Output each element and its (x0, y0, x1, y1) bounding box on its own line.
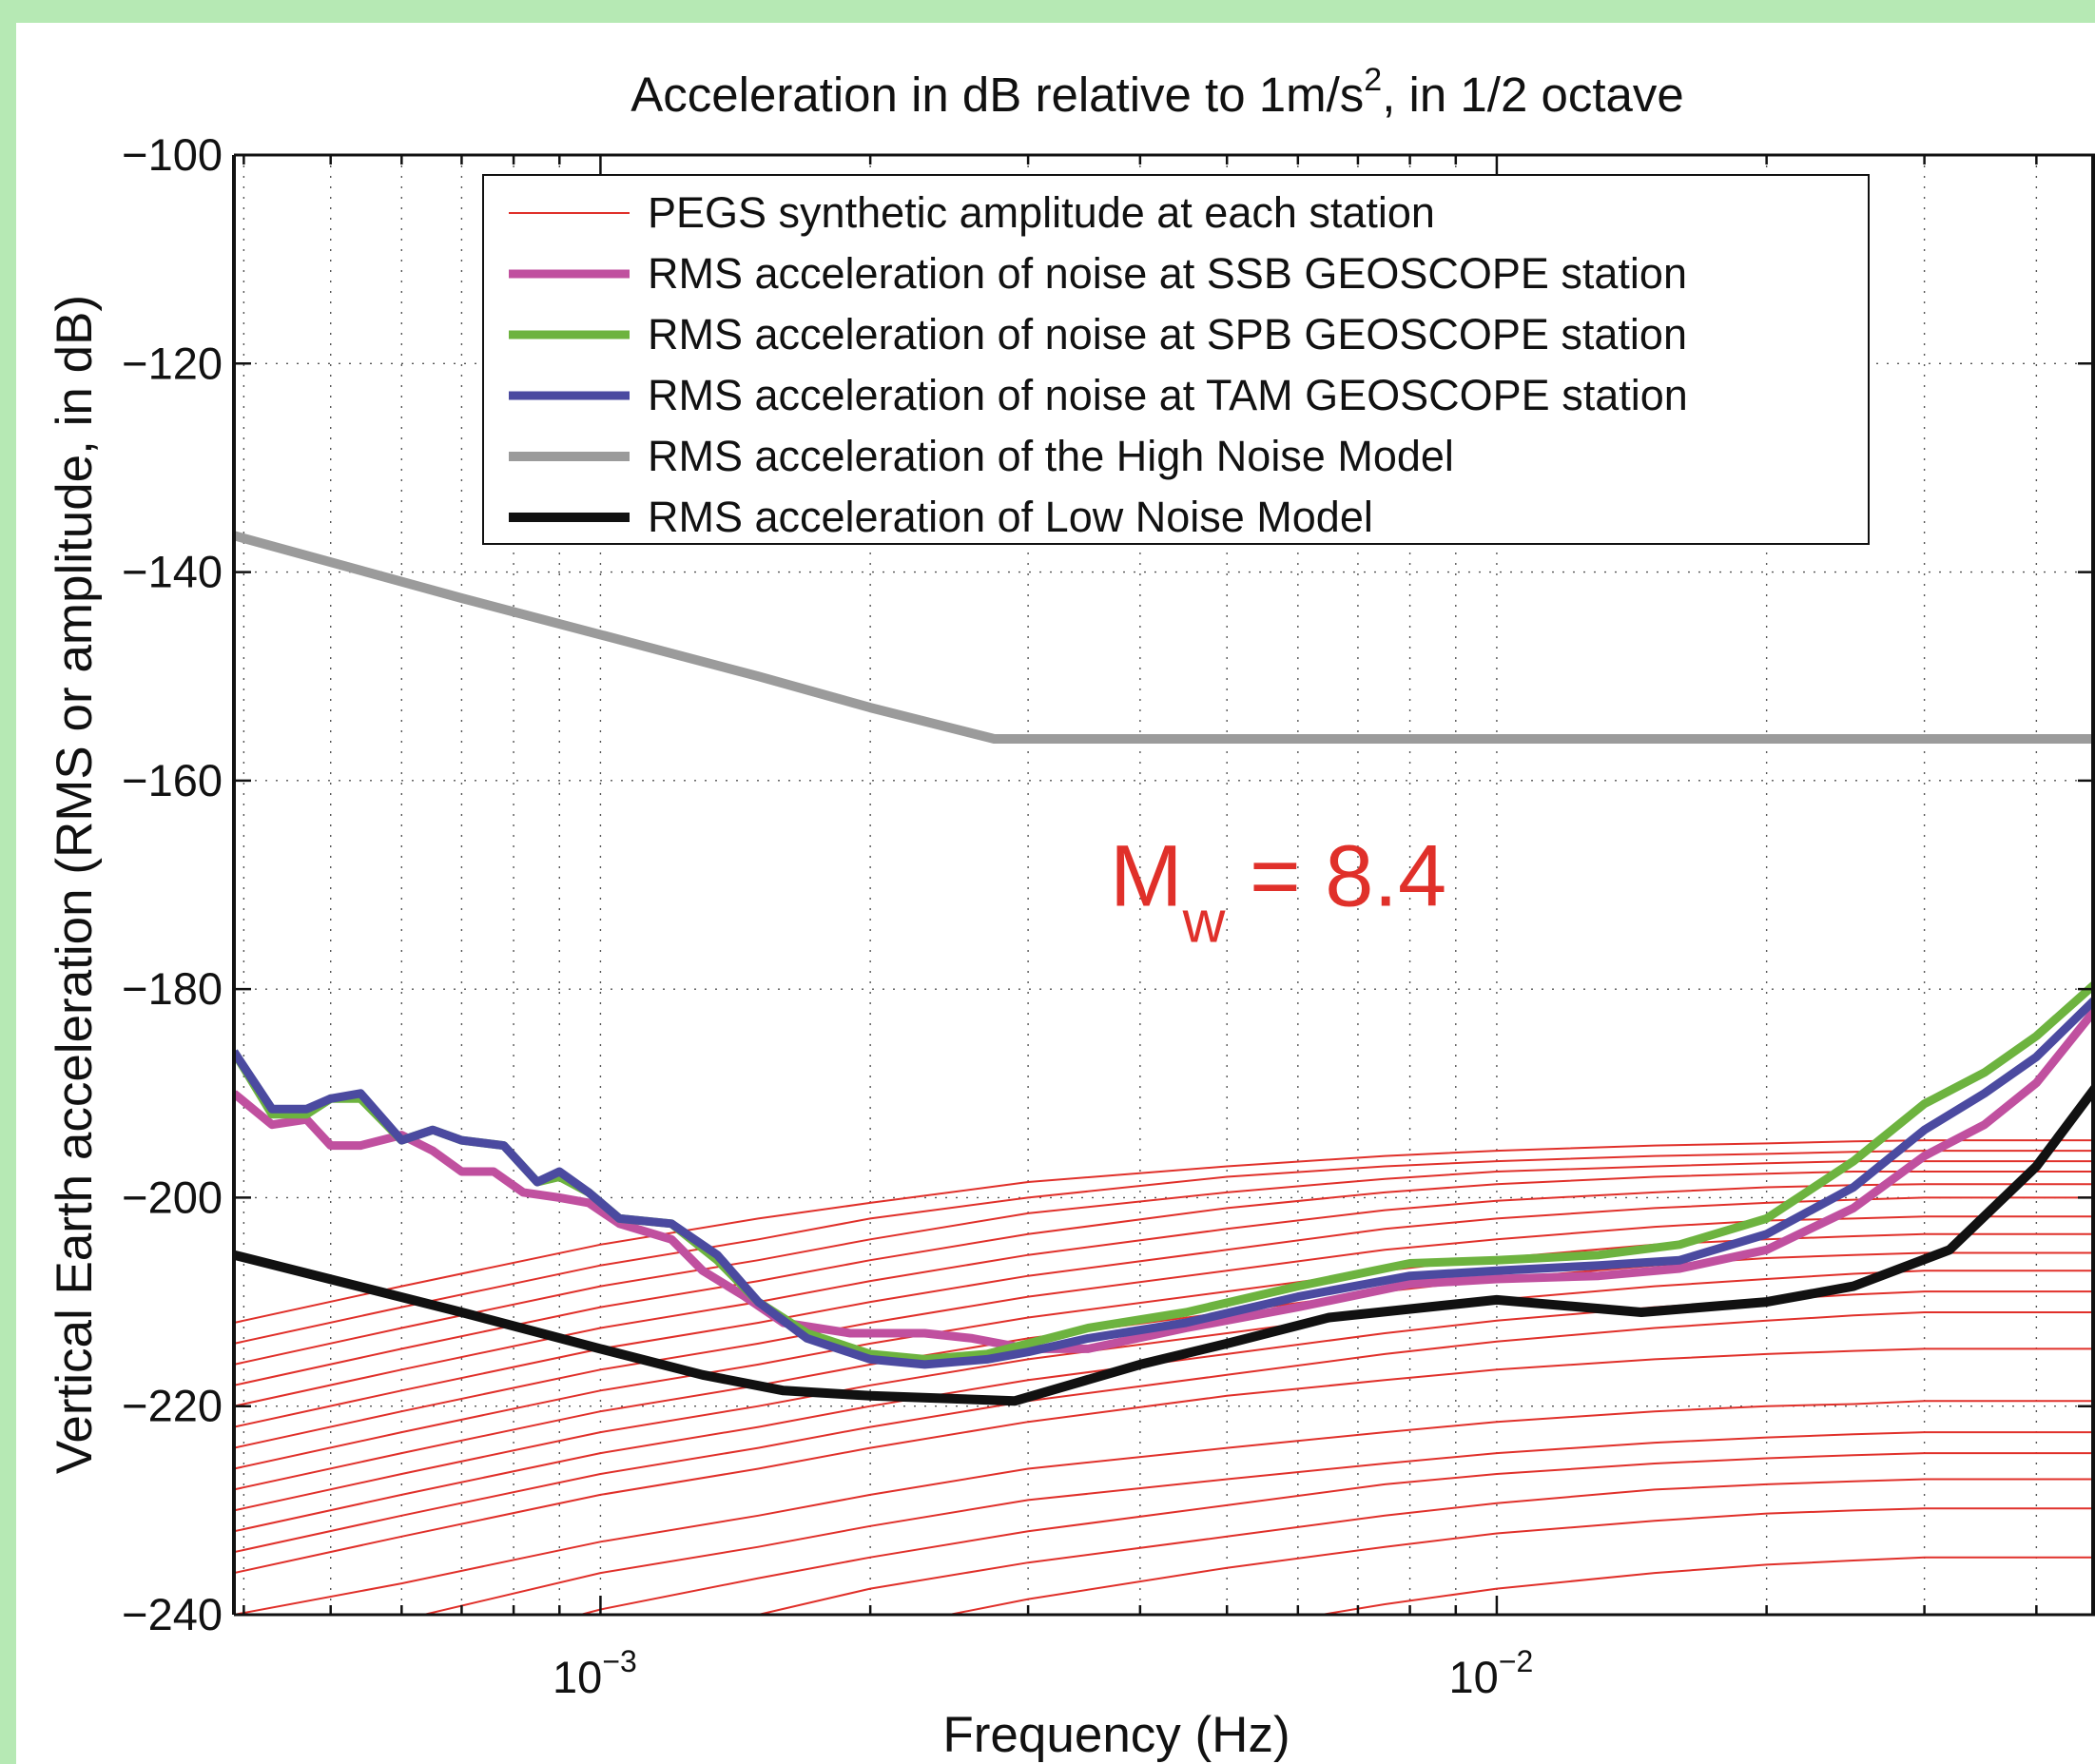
synthetic-curve (234, 1196, 2095, 1428)
synthetic-curve (1315, 1556, 2095, 1615)
legend: PEGS synthetic amplitude at each station… (482, 174, 1870, 545)
synthetic-curve (234, 1347, 2095, 1575)
y-axis-label: Vertical Earth acceleration (RMS or ampl… (47, 295, 103, 1474)
legend-label: PEGS synthetic amplitude at each station (648, 188, 1435, 237)
chart-title-main: Acceleration in dB relative to 1m/s (630, 68, 1364, 122)
synthetic-curve (234, 1400, 2095, 1615)
synthetic-curve (234, 1183, 2095, 1407)
x-tick-label: 10−3 (553, 1644, 637, 1702)
y-tick-label: −160 (122, 755, 223, 805)
series-line (234, 1085, 2095, 1406)
x-axis-label: Frequency (Hz) (942, 1707, 1290, 1763)
magnitude-annotation: Mw = 8.4 (1110, 827, 1446, 955)
series-line (234, 1007, 2095, 1353)
x-tick-label-exponent: −3 (602, 1644, 636, 1678)
series-line (234, 531, 2095, 744)
y-tick-label: −120 (122, 338, 223, 388)
magnitude-annotation-sub: w (1182, 889, 1226, 955)
y-tick-label: −180 (122, 963, 223, 1014)
legend-label: RMS acceleration of Low Noise Model (648, 493, 1373, 541)
magnitude-annotation-m: M (1110, 827, 1183, 924)
magnitude-annotation-value: = 8.4 (1225, 827, 1446, 924)
y-tick-label: −140 (122, 547, 223, 597)
figure: −100 −120 −140 −160 −180 −200 −220 −240 10−3 10−2… (16, 23, 2095, 1764)
y-tick-label: −240 (122, 1589, 223, 1639)
x-tick-label-exponent: −2 (1499, 1644, 1533, 1678)
x-tick-label-base: 10 (553, 1652, 602, 1702)
legend-box (482, 174, 1870, 545)
noise-series (234, 531, 2095, 1406)
chart-title: Acceleration in dB relative to 1m/s2, in… (630, 62, 1683, 122)
axes (232, 153, 2095, 1617)
synthetic-curves (234, 1139, 2095, 1615)
synthetic-curve (234, 1160, 2095, 1366)
legend-label: RMS acceleration of the High Noise Model (648, 432, 1454, 480)
synthetic-curve (753, 1478, 2095, 1615)
synthetic-curve (576, 1452, 2095, 1615)
y-tick-label: −200 (122, 1172, 223, 1222)
chart-title-superscript: 2 (1364, 62, 1382, 98)
x-tick-label: 10−2 (1449, 1644, 1534, 1702)
series-line (234, 996, 2095, 1369)
synthetic-curve (234, 1290, 2095, 1533)
x-tick-label-base: 10 (1449, 1652, 1499, 1702)
legend-label: RMS acceleration of noise at TAM GEOSCOP… (648, 371, 1688, 419)
synthetic-curve (419, 1431, 2095, 1615)
legend-label: RMS acceleration of noise at SSB GEOSCOP… (648, 249, 1687, 298)
synthetic-curve (234, 1311, 2095, 1554)
chart-title-tail: , in 1/2 octave (1382, 68, 1684, 122)
legend-label: RMS acceleration of noise at SPB GEOSCOP… (648, 310, 1687, 359)
y-tick-label: −220 (122, 1381, 223, 1431)
y-tick-label: −100 (122, 129, 223, 180)
synthetic-curve (943, 1507, 2095, 1615)
